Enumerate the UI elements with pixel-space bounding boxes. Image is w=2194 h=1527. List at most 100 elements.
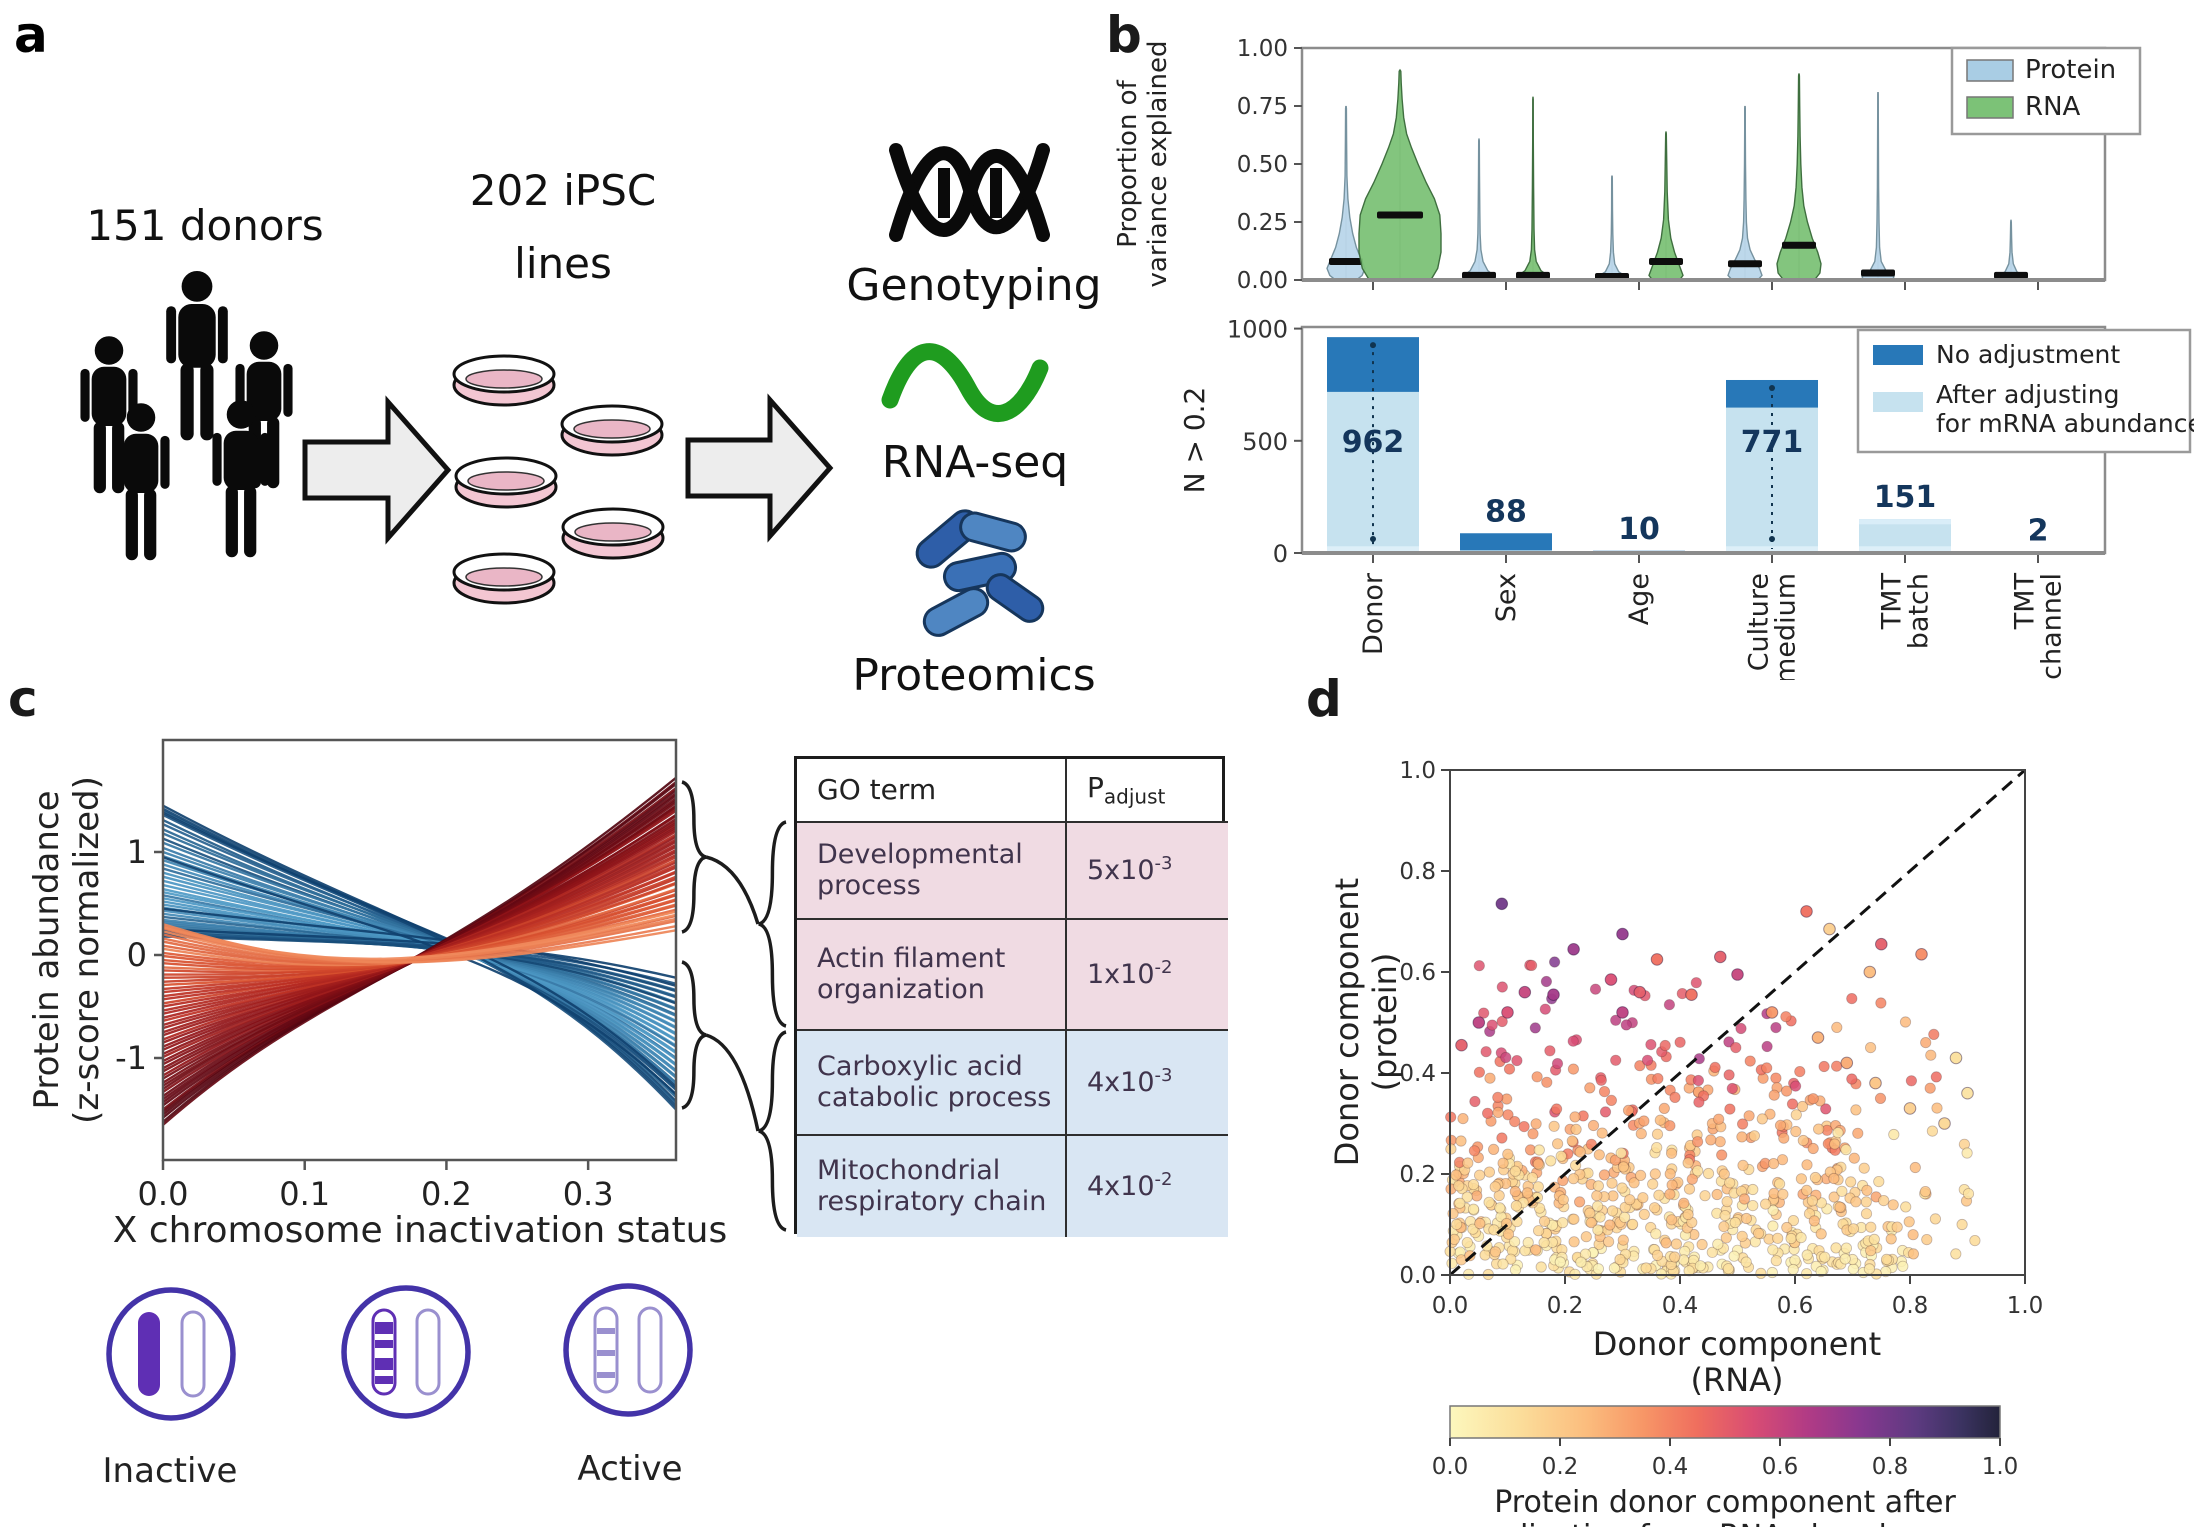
scatter-point <box>1723 1036 1735 1048</box>
scatter-point-notable <box>1616 927 1629 941</box>
scatter-point <box>1875 997 1887 1009</box>
scatter-point <box>1574 1146 1586 1158</box>
violin-rna <box>1776 73 1822 281</box>
scatter-point <box>1787 1263 1799 1276</box>
scatter-point <box>1712 1238 1724 1250</box>
scatter-point <box>1473 960 1485 972</box>
scatter-point <box>1658 1102 1670 1114</box>
scatter-point <box>1795 1173 1807 1185</box>
scatter-point <box>1569 1111 1581 1123</box>
bar-bottom-strip <box>1859 546 1951 553</box>
x-tick-label: 0.2 <box>1547 1293 1584 1319</box>
scatter-point <box>1674 1036 1686 1048</box>
scatter-point-notable <box>1567 943 1580 956</box>
scatter-point-notable <box>1863 965 1877 979</box>
ipsc-count-label-line1: 202 iPSC <box>470 166 657 215</box>
violin-rna <box>1648 131 1684 281</box>
scatter-point <box>1620 1019 1632 1031</box>
scatter-point <box>1492 1106 1504 1118</box>
scatter-point <box>1868 1233 1880 1246</box>
scatter-point <box>1494 1202 1506 1214</box>
scatter-point <box>1885 1233 1897 1245</box>
y-tick-label: 0.4 <box>1399 1061 1436 1087</box>
x-tick-label: 0.8 <box>1892 1293 1929 1319</box>
scatter-point <box>1787 1214 1799 1227</box>
scatter-point-notable <box>1823 922 1836 936</box>
scatter-point <box>1479 1249 1491 1261</box>
scatter-point <box>1829 1138 1841 1150</box>
line-plot-frame <box>161 738 678 1162</box>
scatter-point <box>1529 1022 1541 1034</box>
scatter-point <box>1691 1136 1704 1148</box>
scatter-point <box>1483 1196 1495 1208</box>
scatter-point <box>1956 1218 1968 1231</box>
scatter-point <box>1812 1123 1825 1135</box>
y-tick-label: 1 <box>127 833 147 871</box>
scatter-point <box>1608 1262 1620 1274</box>
scatter-point <box>1738 1193 1750 1205</box>
scatter-point <box>1591 1200 1604 1212</box>
table-brace-down <box>758 1030 787 1232</box>
violin-median-bar <box>1377 211 1423 219</box>
scatter-point <box>1848 1152 1860 1164</box>
scatter-point <box>1474 1169 1486 1181</box>
scatter-point <box>1786 1098 1799 1110</box>
colorbar-tick-label: 0.0 <box>1432 1454 1469 1480</box>
scatter-point <box>1729 1216 1741 1229</box>
table-row-pvalue: 4x10-2 <box>1067 1136 1228 1237</box>
scatter-point <box>1548 1120 1560 1132</box>
scatter-point <box>1840 1144 1852 1156</box>
rna-squiggle-icon <box>881 343 1049 422</box>
scatter-point <box>1652 1072 1664 1085</box>
violin-protein <box>1861 92 1895 281</box>
scatter-point <box>1860 1196 1872 1208</box>
scatter-point <box>1950 1248 1962 1260</box>
scatter-point <box>1461 1191 1473 1203</box>
scatter-point-notable <box>1714 950 1727 964</box>
scatter-point <box>1532 1181 1544 1193</box>
table-row-pvalue: 4x10-3 <box>1067 1031 1228 1136</box>
scatter-point <box>1840 1242 1853 1254</box>
inactive-label: Inactive <box>103 1451 238 1491</box>
scatter-point <box>1650 1228 1662 1240</box>
x-tick-label: 0.0 <box>138 1175 189 1213</box>
assay-proteomics-label: Proteomics <box>852 650 1095 700</box>
scatter-point <box>1549 956 1561 968</box>
violin-ylabel: variance explained <box>1143 41 1173 288</box>
assay-genotyping-label: Genotyping <box>846 260 1100 311</box>
scatter-point <box>1770 1021 1782 1034</box>
scatter-point <box>1702 1167 1715 1180</box>
scatter-point <box>1567 1173 1580 1185</box>
scatter-point <box>1478 1007 1490 1019</box>
flow-arrow-icon <box>302 395 452 545</box>
scatter-point <box>1801 1184 1813 1197</box>
scatter-point <box>1509 1236 1521 1248</box>
scatter-point <box>1800 1268 1813 1280</box>
bar-category-label: TMT <box>2010 572 2041 630</box>
scatter-point <box>1929 1213 1942 1225</box>
x-tick-label: 0.6 <box>1777 1293 1814 1319</box>
violin-protein <box>1462 138 1496 281</box>
y-tick-label: 0.6 <box>1399 960 1436 986</box>
scatter-point <box>1457 1112 1469 1125</box>
cell-membrane <box>106 1287 236 1421</box>
y-tick-label: 0.75 <box>1237 94 1288 120</box>
scatter-point <box>1907 1229 1919 1241</box>
scatter-point <box>1931 1102 1943 1114</box>
scatter-point <box>1692 1074 1704 1087</box>
scatter-point <box>1551 1057 1564 1070</box>
violin-median-bar <box>1994 271 2028 279</box>
brace-connector <box>705 1033 760 1132</box>
scatter-point <box>1815 1228 1827 1240</box>
scatter-point-notable <box>1949 1051 1963 1065</box>
scatter-point <box>1592 1180 1604 1192</box>
bar-category-label: TMT <box>1877 572 1908 630</box>
donors-count-label: 151 donors <box>86 201 323 250</box>
scatter-point <box>1509 1264 1522 1276</box>
legend-swatch <box>1873 345 1923 365</box>
scatter-point <box>1467 1203 1480 1215</box>
scatter-point <box>1486 1019 1498 1031</box>
table-header-go-term: GO term <box>797 759 1067 823</box>
scatter-point <box>1776 1154 1789 1166</box>
scatter-point <box>1585 1217 1597 1229</box>
